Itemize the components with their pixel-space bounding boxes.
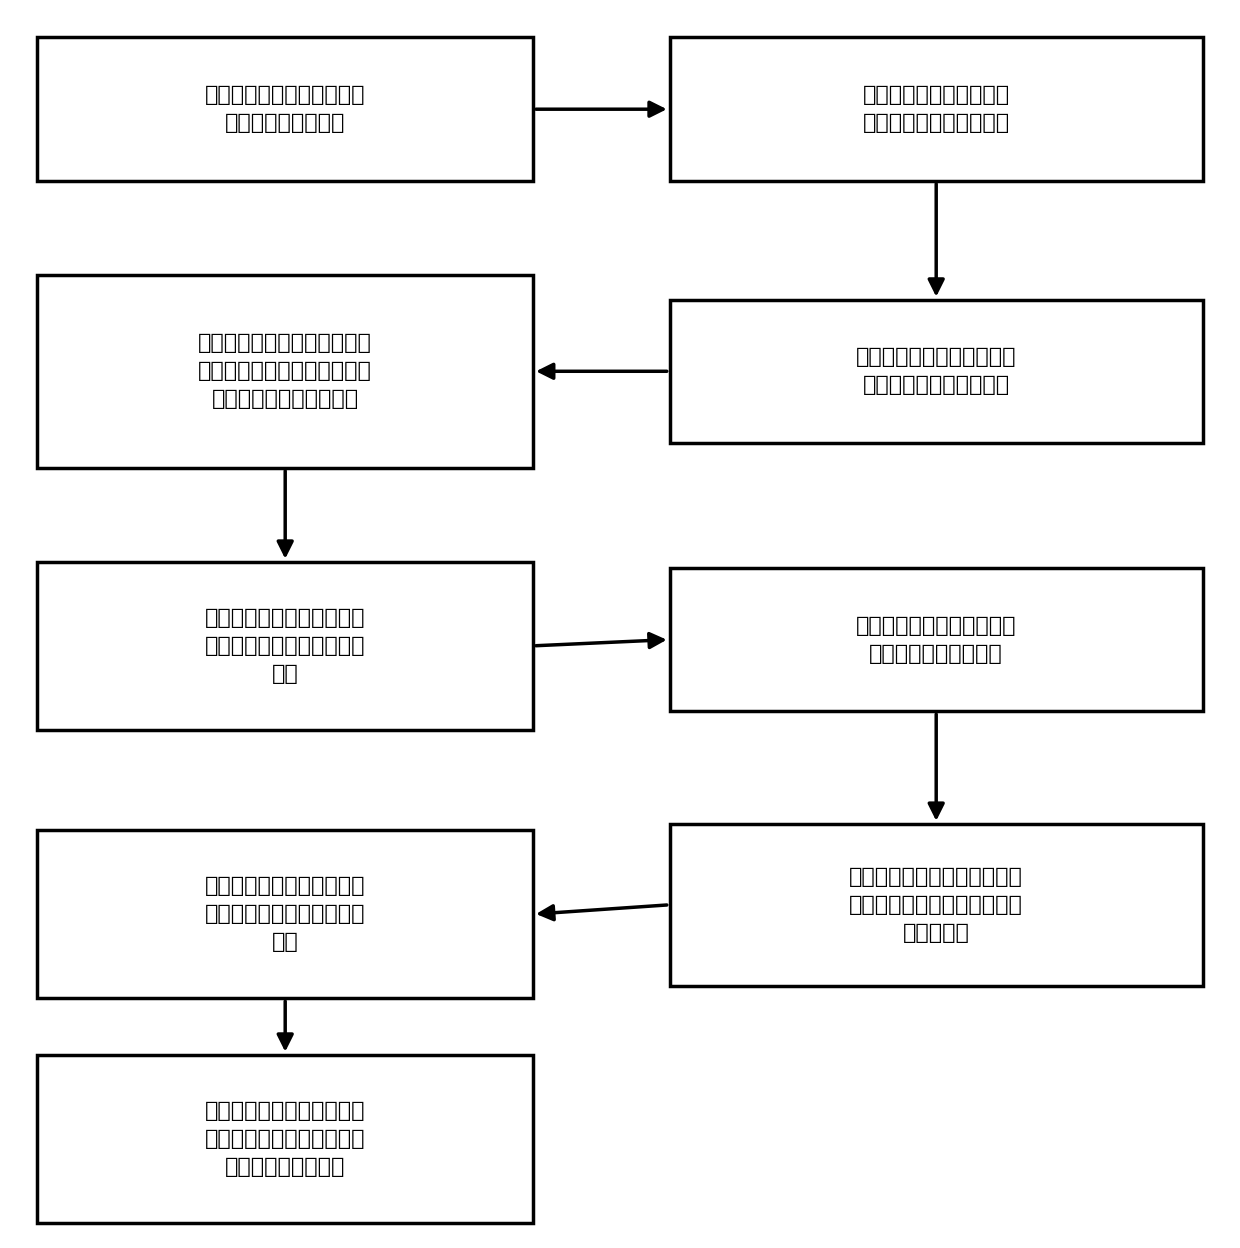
FancyBboxPatch shape: [37, 562, 533, 730]
FancyBboxPatch shape: [37, 830, 533, 998]
FancyBboxPatch shape: [670, 37, 1203, 181]
Text: 求解电路模型计算得到各部
分绕组的电压波形曲线: 求解电路模型计算得到各部 分绕组的电压波形曲线: [856, 615, 1017, 664]
Text: 导出电势、电场分布云图，
分析绝缘薄弱位置为后续绝
缘结构优化提供依据: 导出电势、电场分布云图， 分析绝缘薄弱位置为后续绝 缘结构优化提供依据: [205, 1101, 366, 1177]
Text: 根据变压器设计图纸等比例
建立有限元仿真模型: 根据变压器设计图纸等比例 建立有限元仿真模型: [205, 85, 366, 134]
FancyBboxPatch shape: [670, 568, 1203, 711]
Text: 得到变压器在受到雷电冲击
电压全过程中瞬时电场分布
情况: 得到变压器在受到雷电冲击 电压全过程中瞬时电场分布 情况: [205, 876, 366, 952]
Text: 在电路仿真分析软件中搭建
变压器完整绕组的等效电路
模型: 在电路仿真分析软件中搭建 变压器完整绕组的等效电路 模型: [205, 608, 366, 684]
Text: 确定电场计算所需要的材
料、电气性能等相关参数: 确定电场计算所需要的材 料、电气性能等相关参数: [863, 85, 1009, 134]
FancyBboxPatch shape: [37, 1055, 533, 1223]
Text: 根据变压器绕组实际连接排
布情况对其进行合理分组: 根据变压器绕组实际连接排 布情况对其进行合理分组: [856, 347, 1017, 396]
FancyBboxPatch shape: [670, 824, 1203, 986]
Text: 进行变压器绕组电场和磁场的
仿真，获得各部分绕组的等效
电容和等效电感分布参数: 进行变压器绕组电场和磁场的 仿真，获得各部分绕组的等效 电容和等效电感分布参数: [198, 333, 372, 409]
FancyBboxPatch shape: [37, 37, 533, 181]
Text: 将得到的电压波形重新加载到
有限元仿真模型中，进行瞬态
电场的计算: 将得到的电压波形重新加载到 有限元仿真模型中，进行瞬态 电场的计算: [849, 867, 1023, 942]
FancyBboxPatch shape: [37, 275, 533, 468]
FancyBboxPatch shape: [670, 300, 1203, 443]
